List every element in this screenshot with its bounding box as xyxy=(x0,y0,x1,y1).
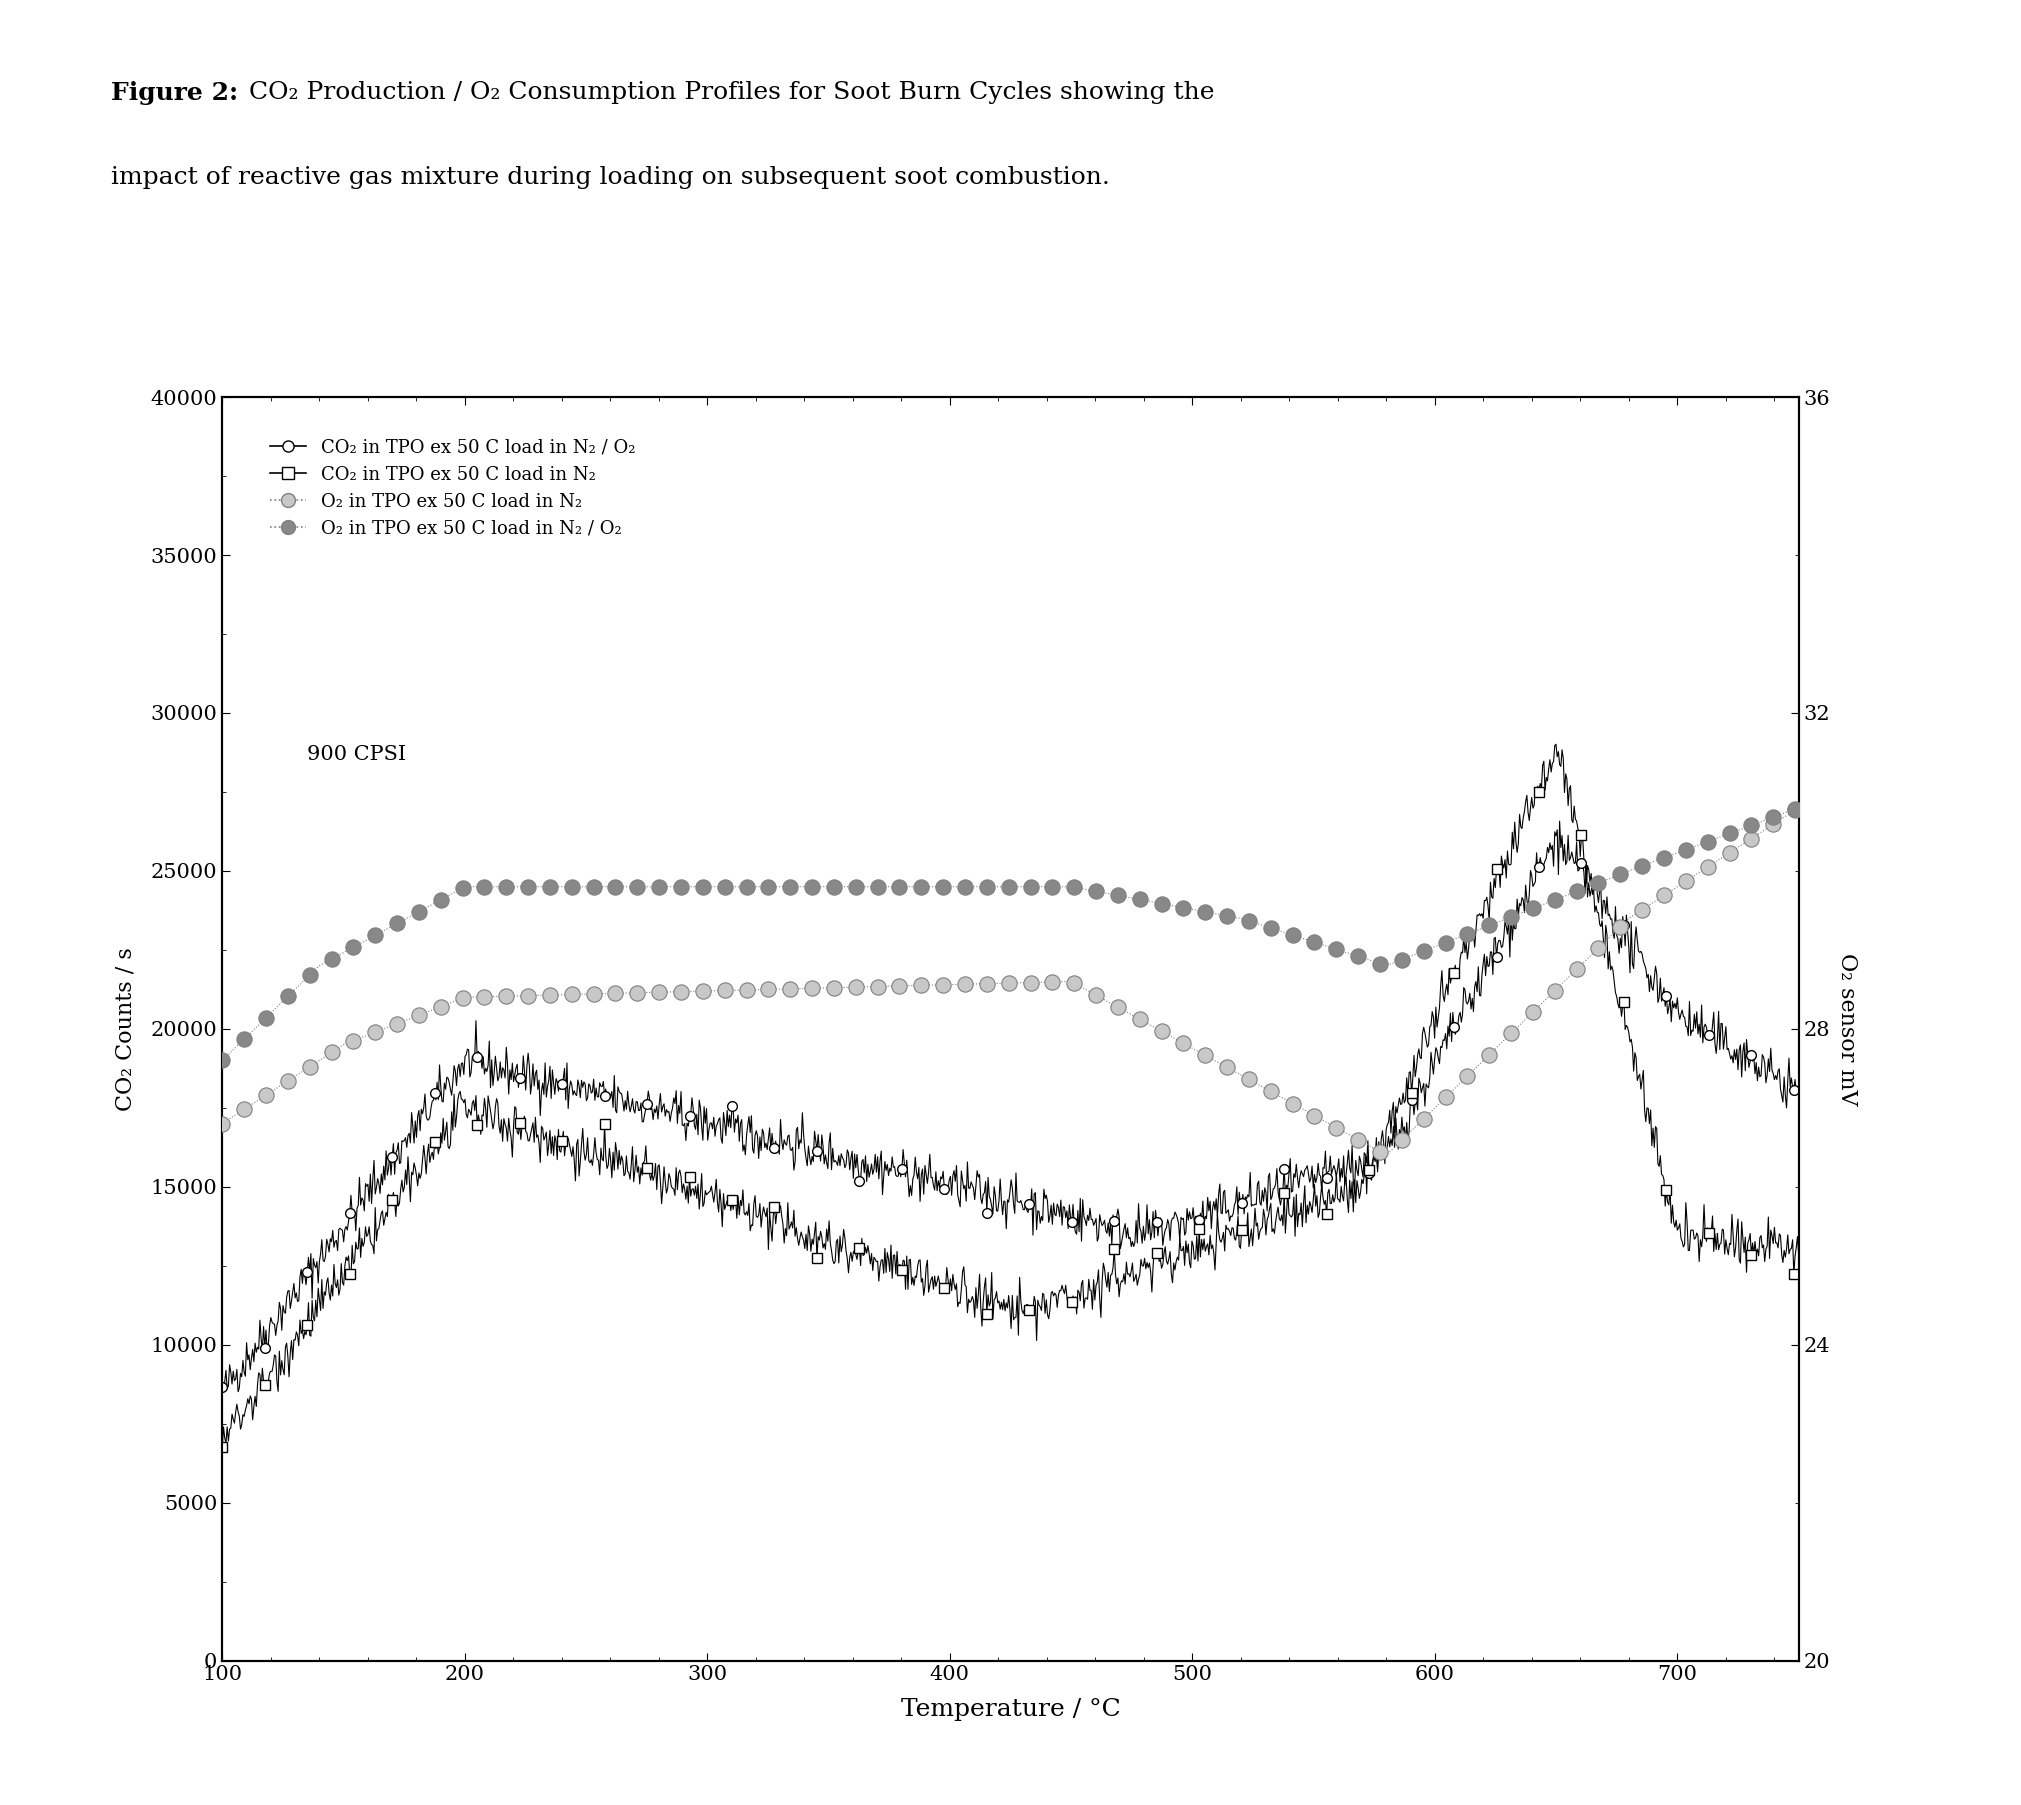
Legend: CO₂ in TPO ex 50 C load in N₂ / O₂, CO₂ in TPO ex 50 C load in N₂, O₂ in TPO ex : CO₂ in TPO ex 50 C load in N₂ / O₂, CO₂ … xyxy=(263,431,643,545)
Text: Figure 2:: Figure 2: xyxy=(111,81,247,105)
Y-axis label: CO₂ Counts / s: CO₂ Counts / s xyxy=(115,948,137,1110)
Text: 900 CPSI: 900 CPSI xyxy=(307,745,406,764)
X-axis label: Temperature / °C: Temperature / °C xyxy=(901,1699,1120,1722)
Text: CO₂ Production / O₂ Consumption Profiles for Soot Burn Cycles showing the: CO₂ Production / O₂ Consumption Profiles… xyxy=(249,81,1215,105)
Text: impact of reactive gas mixture during loading on subsequent soot combustion.: impact of reactive gas mixture during lo… xyxy=(111,166,1110,190)
Y-axis label: O₂ sensor mV: O₂ sensor mV xyxy=(1835,953,1857,1105)
